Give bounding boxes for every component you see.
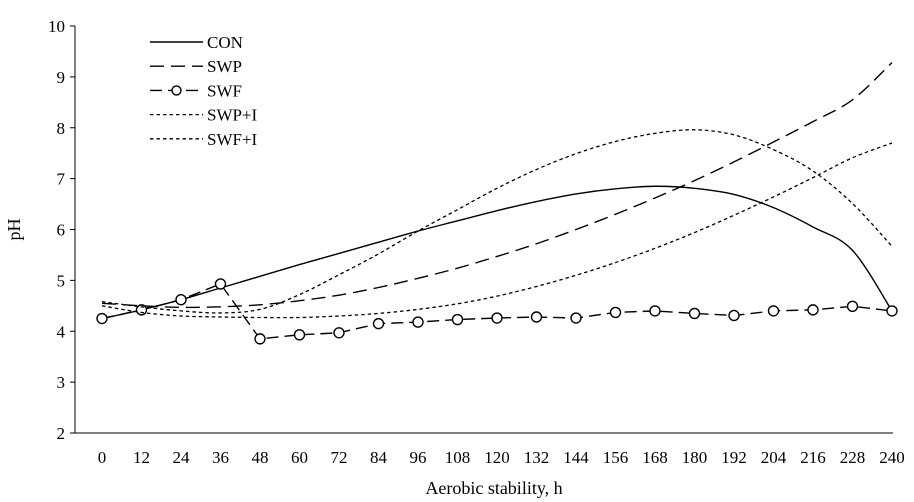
x-tick-label: 156 xyxy=(603,448,629,467)
x-tick-label: 0 xyxy=(98,448,107,467)
y-tick-label: 9 xyxy=(57,68,66,87)
y-tick-label: 4 xyxy=(57,322,66,341)
legend-label-swf-i: SWF+I xyxy=(207,130,258,149)
x-tick-label: 48 xyxy=(252,448,269,467)
series-point-swf xyxy=(530,311,543,323)
x-tick-label: 72 xyxy=(331,448,348,467)
x-tick-label: 144 xyxy=(563,448,589,467)
x-tick-label: 120 xyxy=(484,448,510,467)
series-point-swf xyxy=(333,327,345,339)
series-line-swp xyxy=(101,62,893,309)
x-tick-label: 132 xyxy=(524,448,550,467)
x-tick-label: 240 xyxy=(879,448,905,467)
series-point-swf xyxy=(372,317,385,330)
series-line-swf xyxy=(101,283,893,340)
series-point-swf xyxy=(491,312,503,324)
y-axis-ticks: 2 3 4 5 6 7 8 9 10 xyxy=(48,17,75,443)
y-tick-label: 10 xyxy=(48,17,65,36)
series-line-swf-i xyxy=(101,142,893,319)
x-tick-label: 192 xyxy=(721,448,747,467)
series-point-swf xyxy=(412,316,424,328)
x-tick-label: 84 xyxy=(370,448,388,467)
series-point-swf xyxy=(846,300,859,313)
x-tick-label: 36 xyxy=(212,448,229,467)
series-point-swf xyxy=(570,312,582,324)
series-point-swf xyxy=(451,313,464,326)
series-point-swf xyxy=(293,329,306,341)
series-point-swf xyxy=(807,304,819,316)
x-axis-title: Aerobic stability, h xyxy=(425,478,562,498)
series-point-swf xyxy=(688,307,701,320)
series-point-swf xyxy=(649,305,661,317)
legend-label-swp: SWP xyxy=(207,57,242,76)
series-point-swf xyxy=(728,309,740,322)
y-axis-title: pH xyxy=(4,219,24,241)
x-tick-label: 24 xyxy=(173,448,191,467)
x-tick-label: 180 xyxy=(682,448,708,467)
y-tick-label: 8 xyxy=(57,119,66,138)
legend: CON SWP SWF SWP+I SWF+I xyxy=(150,33,258,149)
legend-marker-swf xyxy=(171,85,182,96)
x-tick-label: 228 xyxy=(840,448,866,467)
axes xyxy=(74,26,893,434)
series-point-swf xyxy=(609,306,622,319)
series-layer xyxy=(96,62,898,345)
y-tick-label: 6 xyxy=(57,221,66,240)
y-tick-label: 2 xyxy=(57,424,66,443)
series-point-swf xyxy=(886,305,898,317)
series-point-swf xyxy=(96,312,108,325)
series-point-swf xyxy=(214,278,227,290)
y-tick-label: 5 xyxy=(57,271,66,290)
x-tick-label: 96 xyxy=(410,448,427,467)
y-tick-label: 3 xyxy=(57,373,66,392)
legend-label-swf: SWF xyxy=(207,81,242,100)
y-tick-label: 7 xyxy=(57,170,66,189)
series-line-con xyxy=(101,185,893,320)
x-tick-label: 60 xyxy=(291,448,308,467)
legend-label-con: CON xyxy=(207,33,243,52)
series-point-swf xyxy=(254,333,266,345)
x-tick-label: 12 xyxy=(133,448,150,467)
legend-label-swp-i: SWP+I xyxy=(207,106,258,125)
x-tick-label: 168 xyxy=(642,448,668,467)
x-tick-label: 108 xyxy=(445,448,471,467)
x-tick-label: 204 xyxy=(761,448,787,467)
series-point-swf xyxy=(175,294,187,306)
x-tick-label: 216 xyxy=(800,448,826,467)
x-axis-ticks: 0 12 24 36 48 60 72 84 96 108 120 132 144 156 168 180 19… xyxy=(98,448,905,467)
series-line-swp-i xyxy=(101,129,893,314)
series-point-swf xyxy=(767,305,780,317)
